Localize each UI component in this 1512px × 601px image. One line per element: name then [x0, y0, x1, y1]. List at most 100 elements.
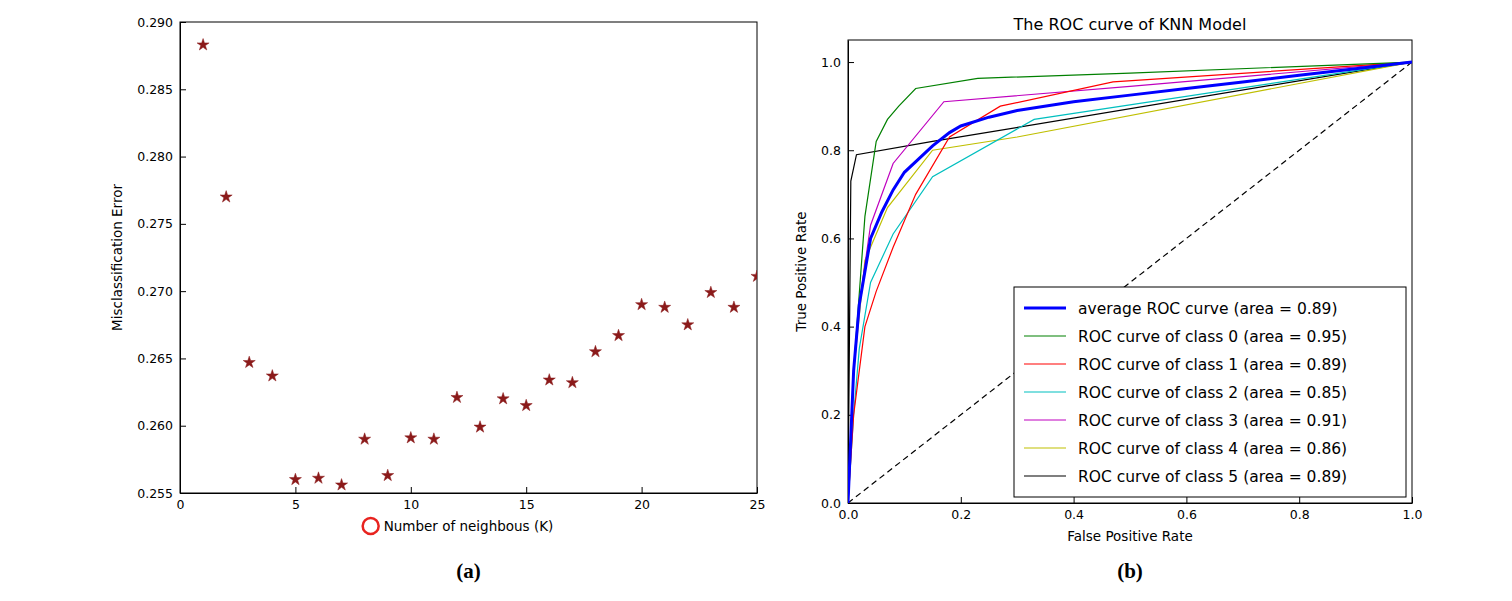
tick-label: 0.275 [137, 216, 173, 231]
tick-label: 0.270 [137, 284, 173, 299]
tick: 0.290 [137, 15, 186, 30]
data-point [751, 270, 757, 281]
tick: 20 [634, 487, 650, 512]
tick: 25 [750, 487, 766, 512]
tick-label: 1.0 [1403, 507, 1423, 522]
roc-line [848, 62, 1412, 503]
legend-swatch [1024, 363, 1066, 364]
y-axis-label: True Positive Rate [793, 211, 809, 332]
tick-mark [1186, 497, 1187, 503]
data-point [612, 329, 624, 340]
axis-line [181, 493, 758, 494]
legend-label: average ROC curve (area = 0.89) [1078, 300, 1337, 318]
tick-label: 0.290 [137, 15, 173, 30]
data-point [520, 399, 532, 410]
tick: 0.2 [951, 497, 971, 522]
tick-label: 0.6 [1177, 507, 1197, 522]
tick: 5 [292, 487, 300, 512]
legend-swatch [1024, 335, 1066, 336]
tick: 0.6 [1177, 497, 1197, 522]
tick-label: 5 [292, 497, 300, 512]
chart-1: 0.00.20.40.60.81.00.00.20.40.60.81.0aver… [793, 15, 1422, 583]
tick: 0.265 [137, 351, 186, 366]
x-axis: 0.00.20.40.60.81.0 [839, 497, 1423, 522]
data-point [566, 376, 578, 387]
panel-caption: (b) [1117, 559, 1143, 583]
tick-mark [1412, 497, 1413, 503]
data-point [705, 286, 717, 297]
tick: 10 [403, 487, 419, 512]
tick: 15 [519, 487, 535, 512]
annotation-circle [363, 518, 379, 534]
data-point [243, 356, 255, 367]
plot-frame [180, 22, 757, 493]
data-point [289, 473, 301, 484]
tick-mark [180, 89, 186, 90]
tick-mark [848, 62, 854, 63]
tick-mark [1299, 497, 1300, 503]
tick: 0.4 [1064, 497, 1084, 522]
legend-label: ROC curve of class 5 (area = 0.89) [1078, 468, 1347, 486]
tick-label: 1.0 [821, 55, 841, 70]
data-point [359, 433, 371, 444]
tick: 0.6 [821, 231, 854, 246]
data-point [636, 298, 648, 309]
tick-mark [180, 22, 186, 23]
x-axis-label: False Positive Rate [1067, 528, 1192, 544]
tick: 0.285 [137, 82, 186, 97]
data-point [497, 392, 509, 403]
tick-mark [180, 224, 186, 225]
x-axis-label: Number of neighbous (K) [384, 518, 554, 534]
tick: 0.280 [137, 149, 186, 164]
y-axis: 0.2550.2600.2650.2700.2750.2800.2850.290 [137, 15, 186, 501]
roc-line [848, 62, 1412, 503]
tick: 0.275 [137, 216, 186, 231]
data-point [220, 191, 232, 202]
legend-label: ROC curve of class 1 (area = 0.89) [1078, 356, 1347, 374]
tick-mark [757, 487, 758, 493]
tick-mark [848, 327, 854, 328]
roc-line [848, 62, 1412, 503]
data-point [266, 370, 278, 381]
tick-mark [180, 358, 186, 359]
tick: 1.0 [1403, 497, 1423, 522]
roc-line [848, 62, 1412, 503]
data-point [336, 479, 348, 490]
tick: 0.8 [821, 143, 854, 158]
data-point [728, 301, 740, 312]
legend-swatch [1024, 391, 1066, 392]
tick-label: 20 [634, 497, 650, 512]
panel-caption: (a) [456, 559, 481, 583]
legend-swatch [1024, 447, 1066, 448]
tick-label: 0.265 [137, 351, 173, 366]
tick-label: 0.4 [1064, 507, 1084, 522]
tick-label: 25 [750, 497, 766, 512]
data-point [589, 345, 601, 356]
tick-label: 0.285 [137, 82, 173, 97]
data-point [451, 391, 463, 402]
tick-mark [961, 497, 962, 503]
tick-mark [180, 157, 186, 158]
plot-area [197, 39, 757, 491]
legend-swatch [1024, 419, 1066, 420]
roc-line [848, 62, 1412, 503]
chart-0: 05101520250.2550.2600.2650.2700.2750.280… [109, 15, 765, 584]
tick-mark [848, 150, 854, 151]
tick-mark [295, 487, 296, 493]
x-axis: 0510152025 [177, 487, 766, 512]
legend-box [1014, 287, 1406, 497]
plot-area [848, 62, 1412, 503]
tick-label: 0.280 [137, 149, 173, 164]
roc-line [848, 62, 1412, 503]
figure: 05101520250.2550.2600.2650.2700.2750.280… [0, 0, 1512, 601]
data-point [197, 39, 209, 50]
tick-label: 0.260 [137, 418, 173, 433]
tick-label: 0.0 [821, 496, 841, 511]
tick-mark [848, 238, 854, 239]
tick-mark [411, 487, 412, 493]
tick-label: 15 [519, 497, 535, 512]
tick-label: 0.8 [1290, 507, 1310, 522]
tick-mark [180, 291, 186, 292]
tick: 0.270 [137, 284, 186, 299]
reference-line [848, 62, 1412, 503]
